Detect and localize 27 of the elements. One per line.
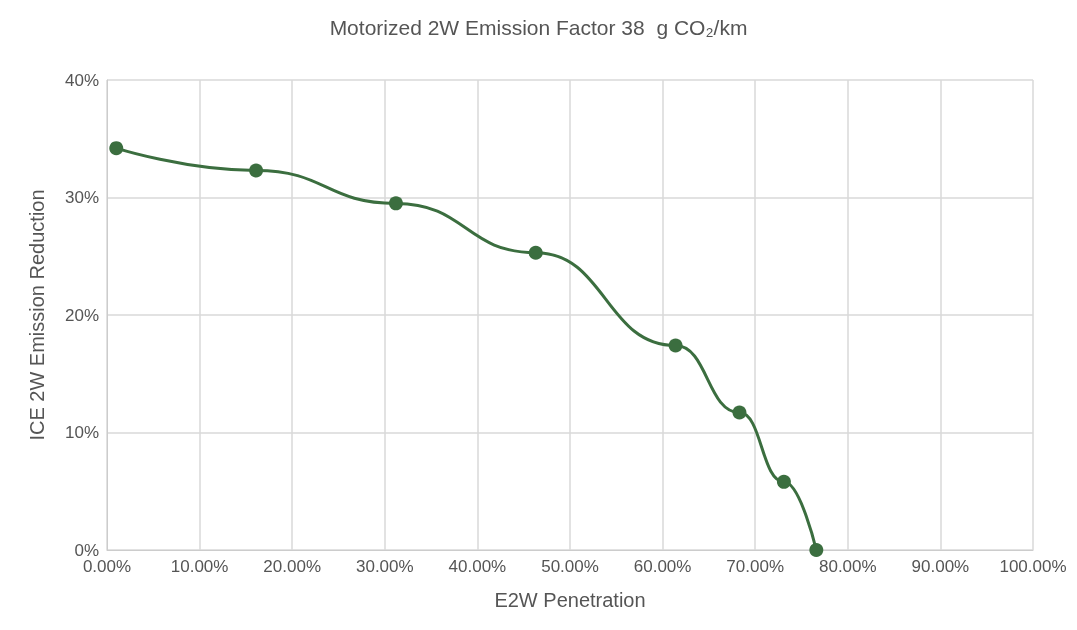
x-tick-label: 40.00% [448, 557, 507, 576]
point [249, 163, 264, 178]
y-tick-label: 40% [64, 70, 99, 90]
point [109, 141, 124, 156]
point [668, 338, 683, 353]
y-axis-title: ICE 2W Emission Reduction [26, 189, 48, 441]
x-axis-title: E2W Penetration [494, 589, 646, 611]
y-tick-label: 0% [74, 540, 99, 560]
point [776, 474, 791, 489]
y-tick-label: 30% [64, 188, 99, 207]
point [732, 405, 747, 420]
x-tick-label: 10.00% [170, 557, 229, 576]
chart-title: Motorized 2W Emission Factor 38 g CO₂/km [329, 16, 748, 39]
y-tick-label: 20% [64, 305, 99, 325]
x-tick-label: 0.00% [82, 557, 132, 576]
x-tick-label: 50.00% [541, 557, 599, 576]
x-tick-label: 60.00% [633, 557, 692, 576]
x-tick-label: 70.00% [726, 557, 785, 576]
point [388, 196, 403, 211]
point [528, 245, 543, 260]
point [809, 543, 824, 557]
x-tick-label: 100.00% [999, 557, 1067, 576]
y-tick-label: 10% [64, 423, 99, 442]
x-tick-label: 90.00% [911, 557, 970, 576]
x-tick-label: 20.00% [263, 557, 322, 576]
x-tick-label: 80.00% [818, 557, 877, 576]
x-tick-label: 30.00% [355, 557, 414, 576]
